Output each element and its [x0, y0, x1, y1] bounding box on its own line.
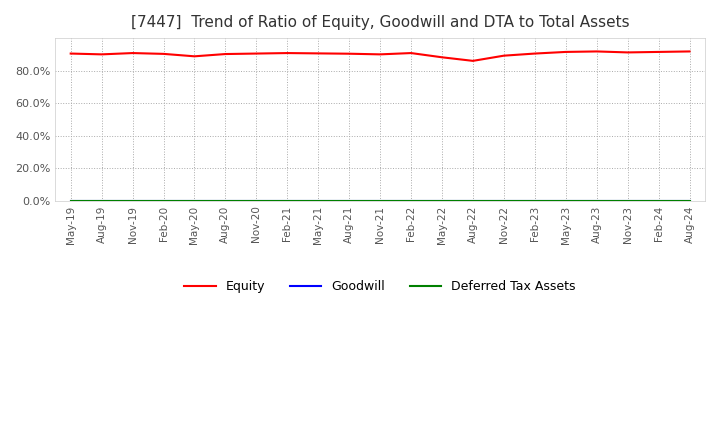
Goodwill [531, 198, 539, 203]
Goodwill [66, 198, 75, 203]
Equity [593, 49, 601, 54]
Equity [252, 51, 261, 56]
Deferred Tax Assets [469, 198, 477, 203]
Goodwill [376, 198, 384, 203]
Goodwill [221, 198, 230, 203]
Deferred Tax Assets [624, 198, 632, 203]
Deferred Tax Assets [438, 198, 446, 203]
Deferred Tax Assets [593, 198, 601, 203]
Deferred Tax Assets [190, 198, 199, 203]
Goodwill [190, 198, 199, 203]
Equity [66, 51, 75, 56]
Deferred Tax Assets [345, 198, 354, 203]
Deferred Tax Assets [407, 198, 415, 203]
Deferred Tax Assets [252, 198, 261, 203]
Deferred Tax Assets [221, 198, 230, 203]
Goodwill [654, 198, 663, 203]
Deferred Tax Assets [128, 198, 137, 203]
Goodwill [345, 198, 354, 203]
Equity [531, 51, 539, 56]
Equity [221, 51, 230, 57]
Equity [438, 55, 446, 60]
Equity [685, 49, 694, 54]
Goodwill [685, 198, 694, 203]
Goodwill [283, 198, 292, 203]
Deferred Tax Assets [531, 198, 539, 203]
Deferred Tax Assets [314, 198, 323, 203]
Equity [624, 50, 632, 55]
Equity [345, 51, 354, 56]
Goodwill [562, 198, 570, 203]
Equity [128, 51, 137, 56]
Goodwill [593, 198, 601, 203]
Equity [190, 54, 199, 59]
Legend: Equity, Goodwill, Deferred Tax Assets: Equity, Goodwill, Deferred Tax Assets [179, 275, 581, 298]
Line: Equity: Equity [71, 51, 690, 61]
Equity [500, 53, 508, 59]
Deferred Tax Assets [159, 198, 168, 203]
Deferred Tax Assets [97, 198, 106, 203]
Title: [7447]  Trend of Ratio of Equity, Goodwill and DTA to Total Assets: [7447] Trend of Ratio of Equity, Goodwil… [131, 15, 629, 30]
Deferred Tax Assets [500, 198, 508, 203]
Equity [654, 49, 663, 55]
Deferred Tax Assets [283, 198, 292, 203]
Deferred Tax Assets [562, 198, 570, 203]
Equity [562, 49, 570, 55]
Goodwill [500, 198, 508, 203]
Goodwill [252, 198, 261, 203]
Equity [469, 58, 477, 63]
Equity [159, 51, 168, 56]
Equity [97, 52, 106, 57]
Goodwill [407, 198, 415, 203]
Deferred Tax Assets [376, 198, 384, 203]
Goodwill [314, 198, 323, 203]
Equity [376, 52, 384, 57]
Goodwill [128, 198, 137, 203]
Goodwill [469, 198, 477, 203]
Deferred Tax Assets [654, 198, 663, 203]
Deferred Tax Assets [66, 198, 75, 203]
Goodwill [97, 198, 106, 203]
Deferred Tax Assets [685, 198, 694, 203]
Equity [407, 51, 415, 56]
Goodwill [624, 198, 632, 203]
Equity [283, 51, 292, 56]
Equity [314, 51, 323, 56]
Goodwill [159, 198, 168, 203]
Goodwill [438, 198, 446, 203]
